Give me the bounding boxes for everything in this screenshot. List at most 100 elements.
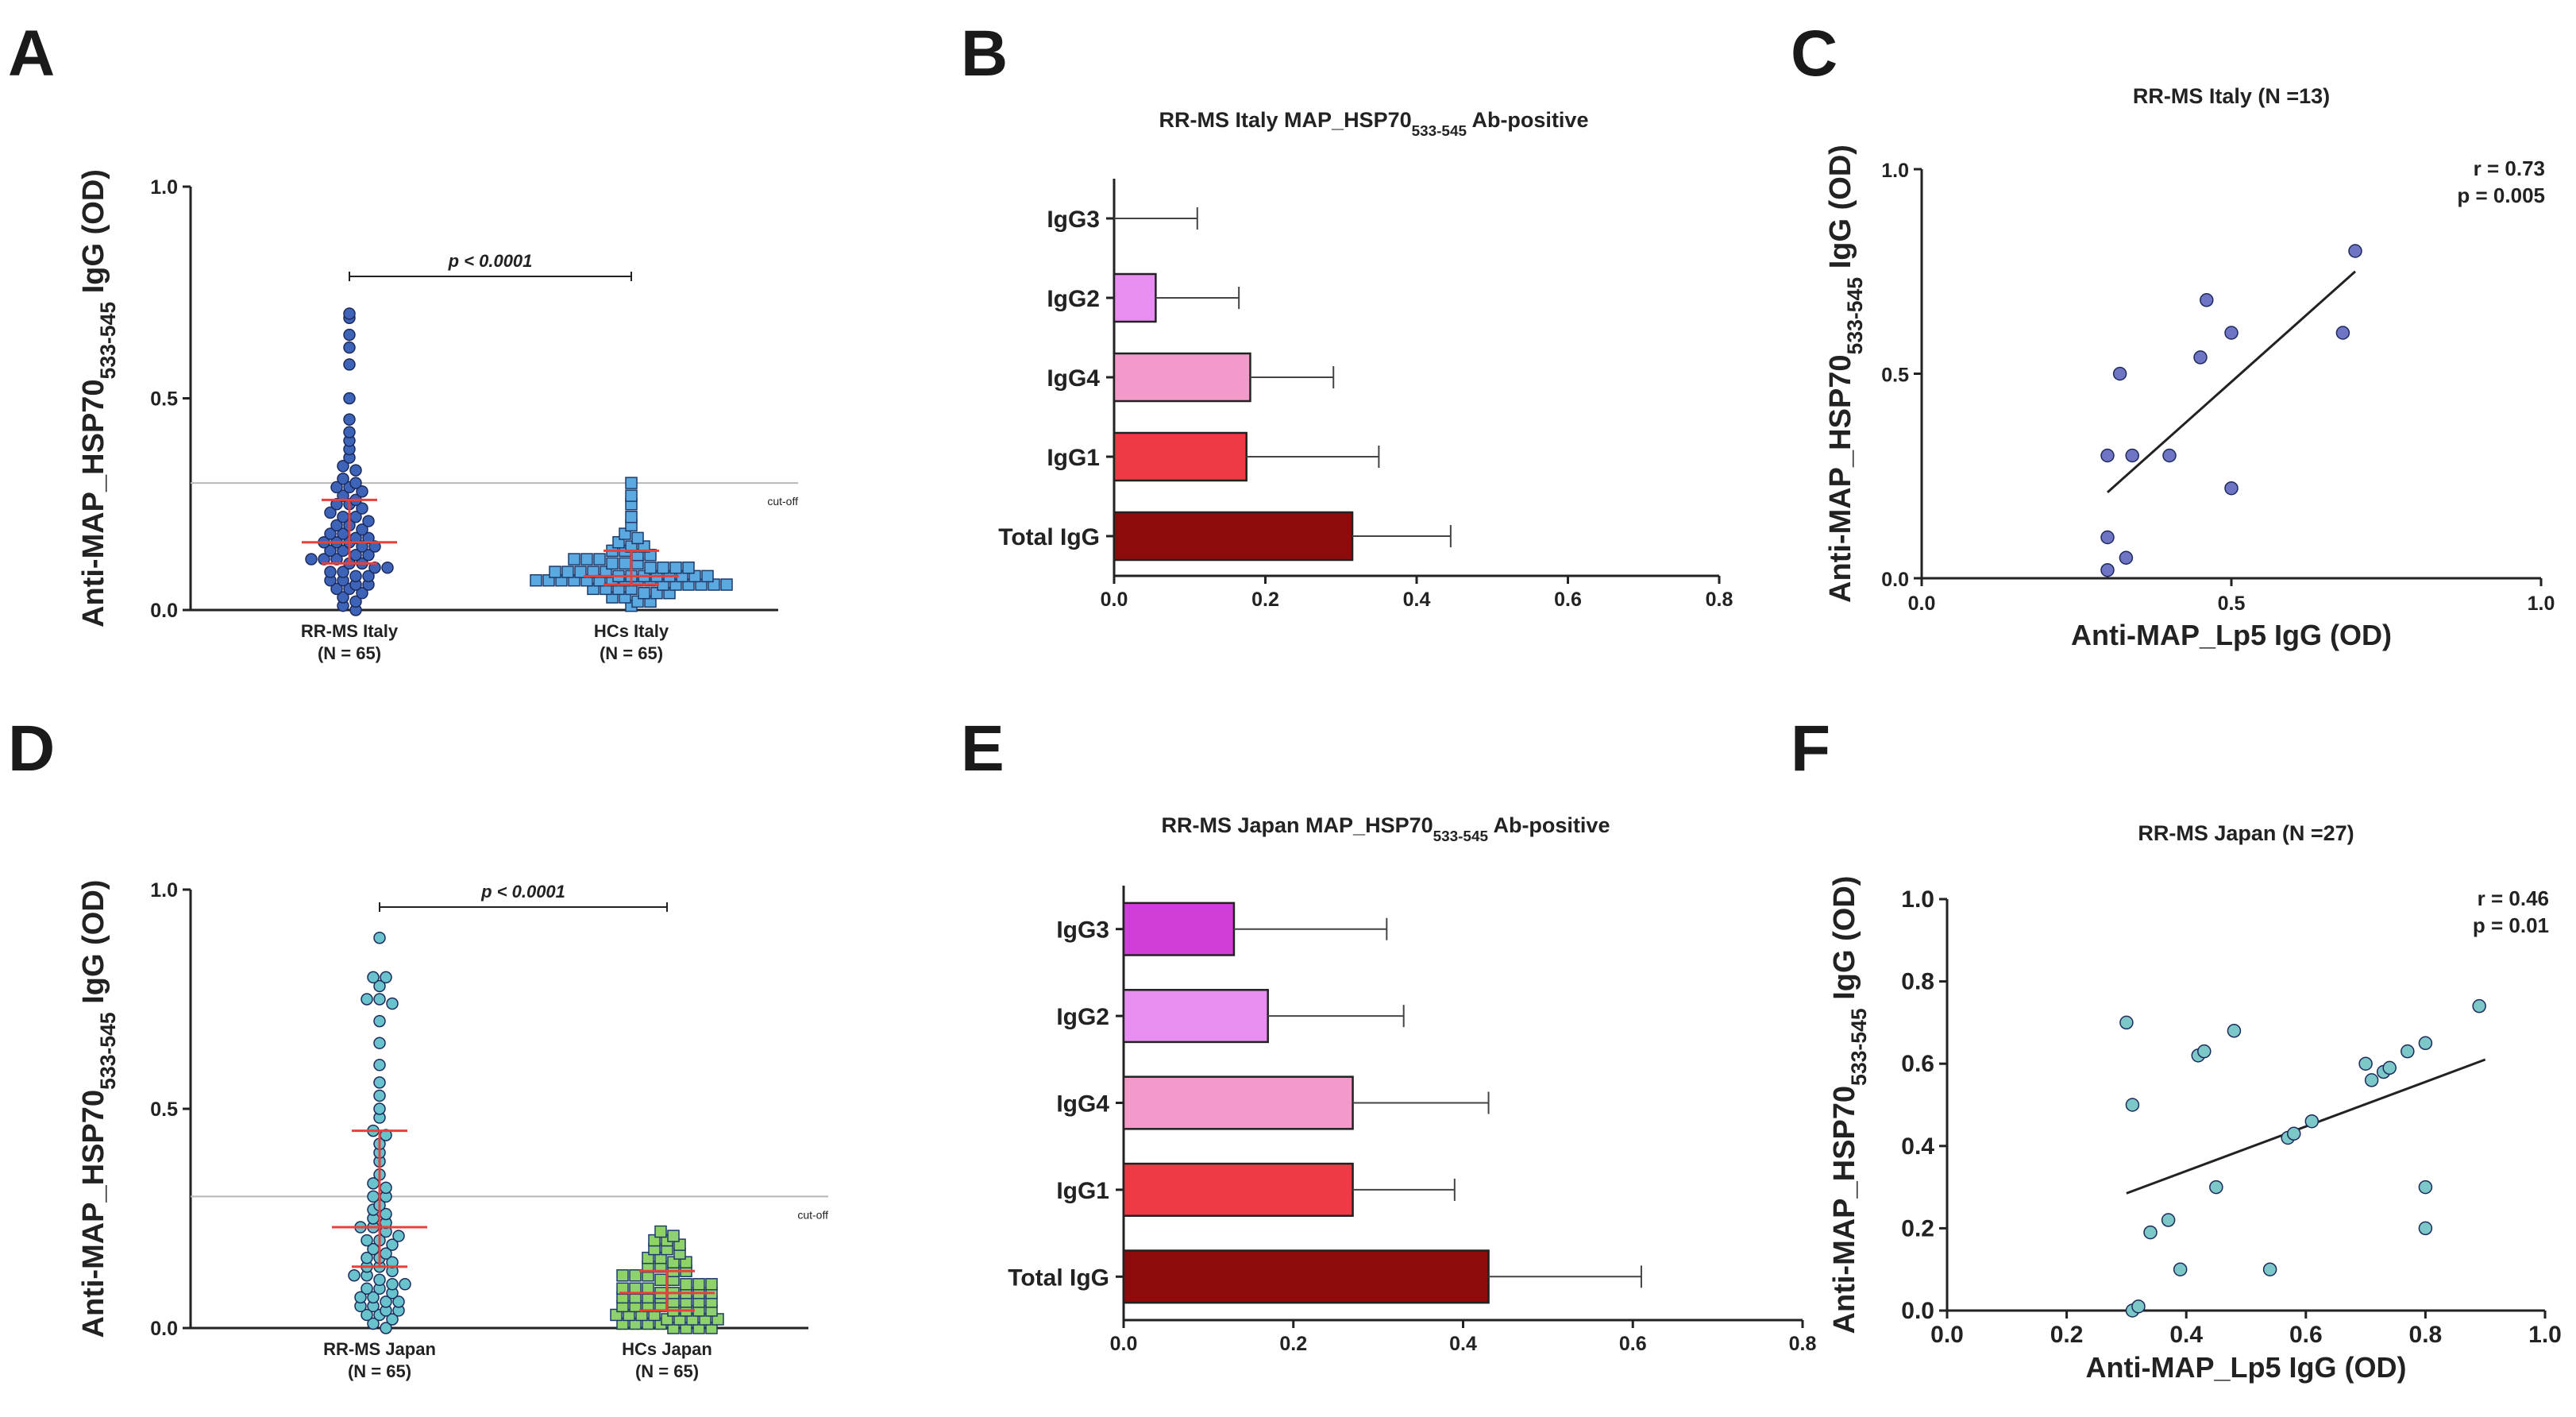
x-tick-label: 0.2 — [1251, 589, 1279, 611]
data-point — [2100, 562, 2115, 577]
group-n-label: (N = 65) — [600, 643, 663, 663]
data-point — [356, 502, 368, 515]
data-point — [380, 971, 392, 984]
data-point — [380, 1322, 392, 1334]
data-point — [367, 1317, 380, 1330]
data-point — [361, 993, 373, 1006]
data-point — [356, 586, 368, 600]
chart-title: RR-MS Japan MAP_HSP70533-545 Ab-positive — [1162, 813, 1610, 845]
data-point — [2125, 448, 2139, 463]
data-point — [2100, 530, 2115, 545]
data-point — [606, 557, 619, 570]
data-point — [2119, 1015, 2134, 1030]
data-point — [373, 1273, 386, 1287]
bar — [1113, 352, 1251, 403]
data-point — [574, 566, 587, 578]
y-tick-label: 0.8 — [1901, 969, 1934, 995]
bar — [1113, 431, 1248, 482]
x-tick-label: 0.0 — [1110, 1333, 1138, 1355]
data-point — [2286, 1126, 2301, 1141]
y-tick-label: 1.0 — [150, 176, 178, 199]
chart-title: RR-MS Japan (N =27) — [2138, 821, 2354, 845]
category-label: IgG2 — [1047, 286, 1100, 312]
y-tick-label: 0.6 — [1901, 1051, 1934, 1077]
data-point — [343, 392, 356, 405]
x-tick-label: 0.4 — [2169, 1322, 2203, 1348]
category-label: IgG3 — [1047, 207, 1100, 233]
chart-title: RR-MS Italy MAP_HSP70533-545 Ab-positive — [1159, 108, 1589, 140]
data-point — [373, 1076, 386, 1089]
data-point — [2382, 1060, 2397, 1075]
correlation-p: p = 0.005 — [2457, 183, 2545, 207]
regression-line — [2107, 270, 2356, 493]
data-point — [2227, 1024, 2242, 1038]
bar — [1122, 989, 1269, 1044]
y-tick-label: 0.0 — [1901, 1298, 1934, 1324]
data-point — [2100, 448, 2115, 463]
data-point — [619, 557, 631, 570]
panel-label-a: A — [8, 17, 55, 90]
data-point — [2418, 1221, 2433, 1236]
data-point — [2125, 1098, 2140, 1112]
data-point — [625, 477, 638, 489]
data-point — [337, 460, 349, 473]
data-point — [2143, 1225, 2158, 1240]
group-n-label: (N = 65) — [635, 1361, 699, 1381]
data-point — [2173, 1262, 2188, 1276]
data-point — [373, 1059, 386, 1071]
data-point — [386, 1278, 399, 1291]
data-point — [362, 515, 375, 527]
data-point — [2348, 244, 2362, 258]
data-point — [680, 1278, 692, 1291]
x-tick-label: 0.4 — [1449, 1333, 1477, 1355]
data-point — [561, 566, 574, 578]
data-point — [337, 566, 349, 578]
data-point — [373, 979, 386, 993]
data-point — [2401, 1044, 2415, 1059]
regression-line — [2126, 1058, 2486, 1195]
data-point — [373, 1037, 386, 1049]
data-point — [324, 527, 337, 540]
panel-letter-c: C — [1791, 17, 1838, 90]
y-tick-label: 0.0 — [1881, 569, 1909, 591]
bar — [1113, 272, 1157, 323]
y-tick-label: 1.0 — [150, 879, 178, 902]
data-point — [367, 971, 380, 984]
data-point — [625, 489, 638, 502]
y-tick-label: 0.4 — [1901, 1133, 1934, 1160]
x-tick-label: 0.0 — [1908, 593, 1936, 615]
bar — [1122, 902, 1236, 956]
data-point — [324, 566, 337, 578]
y-tick-label: 0.5 — [1881, 365, 1909, 387]
data-point — [361, 1308, 373, 1322]
panel-letter-d: D — [8, 712, 55, 785]
category-label: IgG4 — [1056, 1091, 1109, 1118]
data-point — [657, 561, 669, 574]
data-point — [356, 485, 368, 498]
data-point — [667, 1230, 680, 1242]
data-point — [373, 1102, 386, 1115]
x-tick-label: 0.2 — [1279, 1333, 1307, 1355]
panel-label-d: D — [8, 712, 55, 785]
data-point — [2262, 1262, 2277, 1276]
x-tick-label: 0.8 — [1706, 589, 1733, 611]
bar — [1122, 1075, 1354, 1130]
x-axis-title: Anti-MAP_Lp5 IgG (OD) — [2071, 619, 2392, 651]
data-point — [362, 531, 375, 545]
panel-label-b: B — [961, 17, 1008, 90]
x-tick-label: 0.4 — [1403, 589, 1431, 611]
data-point — [356, 540, 368, 553]
data-point — [2209, 1180, 2223, 1195]
data-point — [368, 561, 381, 574]
data-point — [349, 595, 362, 608]
data-point — [373, 1089, 386, 1102]
data-point — [381, 561, 394, 574]
correlation-r: r = 0.73 — [2474, 156, 2545, 180]
cutoff-label: cut-off — [797, 1208, 828, 1221]
data-point — [380, 1181, 392, 1195]
data-point — [324, 506, 337, 519]
category-label: IgG1 — [1047, 445, 1100, 471]
group-label: HCs Italy — [594, 621, 669, 641]
bar — [1122, 1249, 1490, 1304]
